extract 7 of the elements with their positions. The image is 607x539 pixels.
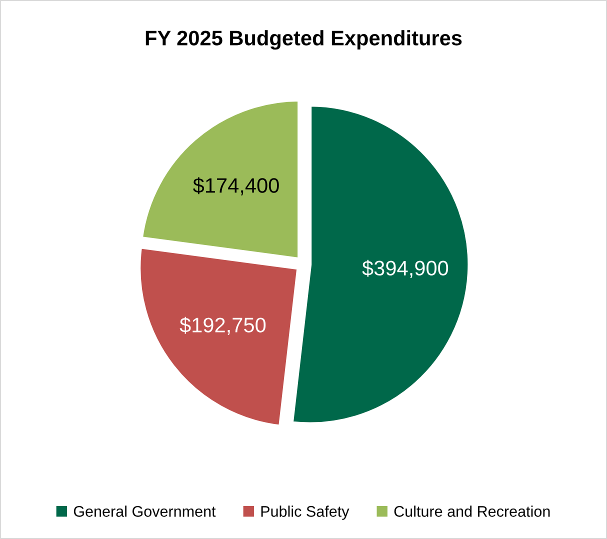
legend-label: Public Safety: [261, 506, 350, 520]
legend-label: General Government: [74, 506, 216, 517]
chart-title: FY 2025 Budgeted Expenditures: [146, 30, 462, 50]
data-label: $192,750: [180, 316, 266, 335]
data-label: $394,900: [362, 260, 448, 278]
data-label: $174,400: [193, 177, 279, 196]
legend-label: Culture and Recreation: [394, 506, 550, 517]
